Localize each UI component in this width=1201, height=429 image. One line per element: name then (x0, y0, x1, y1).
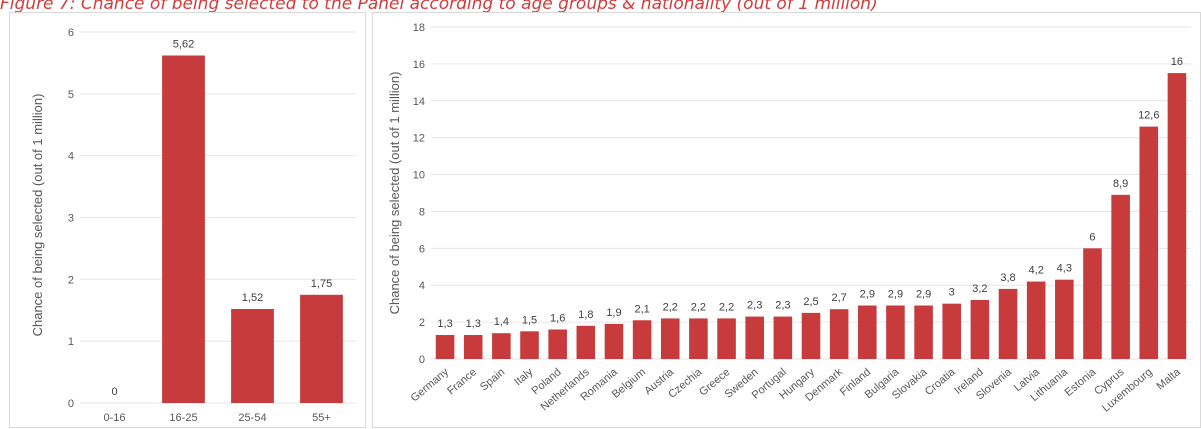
y-tick-label: 6 (68, 27, 74, 39)
nationality-chart-panel: 1,3 1,3 1,4 1,5 1,6 1,8 1,9 2,1 2,2 2,2 2,2 2,3 2,3 2… (372, 12, 1201, 428)
data-label: 1,5 (522, 314, 537, 326)
data-label: 2,1 (634, 303, 649, 315)
data-label: 2,7 (831, 292, 846, 304)
bar (300, 294, 343, 403)
y-tick-label: 16 (413, 59, 425, 71)
y-tick-label: 18 (413, 22, 425, 34)
x-tick-label: Spain (478, 366, 507, 393)
bar (604, 323, 624, 359)
y-tick-label: 12 (413, 133, 425, 145)
data-label: 8,9 (1113, 178, 1128, 190)
bar (231, 309, 274, 403)
data-label: 2,2 (663, 301, 678, 313)
x-tick-label: Croatia (923, 366, 959, 399)
bar (463, 335, 483, 359)
bar (689, 318, 708, 359)
y-axis-label: Chance of being selected (out of 1 milli… (30, 94, 45, 337)
bar (886, 305, 905, 359)
data-label: 2,3 (775, 300, 790, 312)
data-label: 1,4 (494, 316, 509, 328)
bar (970, 299, 990, 359)
data-label: 5,62 (173, 38, 194, 50)
data-label: 2,9 (916, 289, 931, 301)
bar (1111, 194, 1130, 359)
bar (998, 288, 1018, 359)
bar (548, 329, 567, 359)
data-label: 2,2 (691, 301, 706, 313)
bar (1167, 73, 1187, 359)
y-axis-label: Chance of being selected (out of 1 milli… (387, 72, 402, 315)
bar (717, 318, 736, 359)
bar (858, 305, 877, 359)
data-label: 3,2 (972, 283, 987, 295)
bar (773, 316, 793, 359)
y-tick-label: 2 (68, 274, 74, 286)
data-label: 6 (1089, 231, 1095, 243)
bar (660, 318, 680, 359)
bar (632, 320, 652, 359)
bar (801, 312, 821, 359)
data-label: 3,8 (1000, 272, 1015, 284)
data-label: 2,9 (888, 289, 903, 301)
data-label: 2,9 (860, 289, 875, 301)
data-label: 3 (949, 287, 955, 299)
y-tick-label: 1 (68, 336, 74, 348)
y-tick-label: 0 (419, 354, 425, 366)
y-tick-label: 4 (419, 280, 425, 292)
figure-title: Figure 7: Chance of being selected to th… (0, 0, 878, 14)
data-label: 0 (111, 386, 117, 398)
bar (520, 331, 539, 359)
data-label: 1,3 (437, 318, 452, 330)
y-tick-label: 10 (413, 170, 425, 182)
data-label: 4,3 (1057, 263, 1072, 275)
y-tick-label: 2 (419, 317, 425, 329)
y-tick-label: 4 (68, 151, 74, 163)
data-label: 12,6 (1138, 110, 1159, 122)
x-tick-label: 16-25 (169, 412, 197, 424)
bar (1083, 248, 1102, 359)
data-label: 2,5 (803, 296, 818, 308)
data-label: 1,8 (578, 309, 593, 321)
x-tick-label: 0-16 (103, 412, 125, 424)
data-label: 4,2 (1029, 265, 1044, 277)
bar (745, 316, 764, 359)
bar (162, 55, 205, 403)
bar (435, 335, 455, 359)
x-tick-label: 55+ (312, 412, 331, 424)
y-tick-label: 0 (68, 398, 74, 410)
data-label: 2,2 (719, 301, 734, 313)
data-label: 1,9 (606, 307, 621, 319)
data-label: 1,6 (550, 312, 565, 324)
bar (576, 325, 596, 359)
bar (829, 309, 849, 359)
bar (492, 333, 511, 359)
bar (1026, 281, 1046, 359)
y-tick-label: 5 (68, 89, 74, 101)
data-label: 16 (1171, 56, 1183, 68)
x-tick-label: France (445, 366, 479, 397)
y-tick-label: 6 (419, 243, 425, 255)
data-label: 1,3 (466, 318, 481, 330)
x-tick-label: Germany (409, 366, 452, 405)
x-tick-label: 25-54 (238, 412, 266, 424)
data-label: 2,3 (747, 300, 762, 312)
x-tick-label: Malta (1155, 366, 1184, 393)
y-tick-label: 8 (419, 206, 425, 218)
bar (1055, 279, 1074, 359)
bar (914, 305, 933, 359)
data-label: 1,52 (242, 292, 263, 304)
y-tick-label: 3 (68, 213, 74, 225)
bar (1139, 126, 1159, 359)
bar (942, 303, 962, 359)
x-tick-label: Estonia (1063, 366, 1099, 399)
nationality-bar-chart: 1,3 1,3 1,4 1,5 1,6 1,8 1,9 2,1 2,2 2,2 2,2 2,3 2,3 2… (387, 22, 1191, 415)
data-label: 1,75 (311, 278, 332, 290)
y-tick-label: 14 (413, 96, 425, 108)
